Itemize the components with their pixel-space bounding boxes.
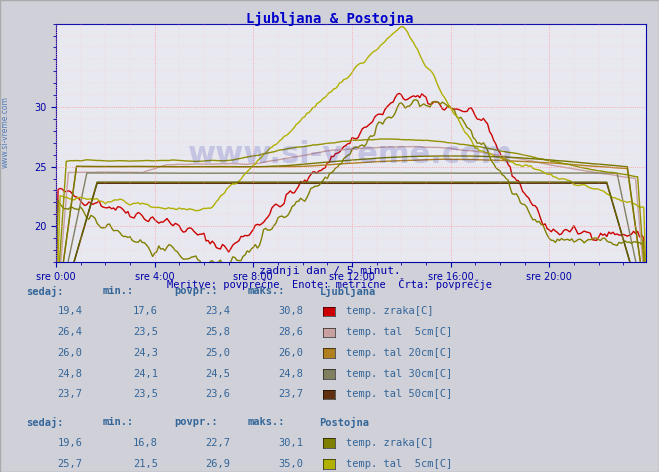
Text: povpr.:: povpr.: <box>175 417 218 427</box>
Text: zadnji dan / 5 minut.: zadnji dan / 5 minut. <box>258 266 401 276</box>
Text: Ljubljana: Ljubljana <box>320 286 376 296</box>
Text: 24,3: 24,3 <box>133 348 158 358</box>
Text: 23,7: 23,7 <box>278 389 303 399</box>
Text: 26,0: 26,0 <box>57 348 82 358</box>
Text: 24,1: 24,1 <box>133 369 158 379</box>
Text: 25,7: 25,7 <box>57 459 82 469</box>
Text: povpr.:: povpr.: <box>175 286 218 295</box>
Text: 23,6: 23,6 <box>206 389 231 399</box>
Text: 23,4: 23,4 <box>206 306 231 316</box>
Text: maks.:: maks.: <box>247 286 285 295</box>
Text: temp. tal 30cm[C]: temp. tal 30cm[C] <box>346 369 452 379</box>
Text: Postojna: Postojna <box>320 417 370 428</box>
Text: 21,5: 21,5 <box>133 459 158 469</box>
Text: min.:: min.: <box>102 417 133 427</box>
Text: www.si-vreme.com: www.si-vreme.com <box>188 140 513 169</box>
Text: 30,8: 30,8 <box>278 306 303 316</box>
Text: 24,5: 24,5 <box>206 369 231 379</box>
Text: 24,8: 24,8 <box>57 369 82 379</box>
Text: 25,8: 25,8 <box>206 327 231 337</box>
Text: 30,1: 30,1 <box>278 438 303 448</box>
Text: 28,6: 28,6 <box>278 327 303 337</box>
Text: 22,7: 22,7 <box>206 438 231 448</box>
Text: Ljubljana & Postojna: Ljubljana & Postojna <box>246 12 413 26</box>
Text: temp. tal 50cm[C]: temp. tal 50cm[C] <box>346 389 452 399</box>
Text: temp. tal  5cm[C]: temp. tal 5cm[C] <box>346 327 452 337</box>
Text: 19,6: 19,6 <box>57 438 82 448</box>
Text: 26,9: 26,9 <box>206 459 231 469</box>
Text: 23,7: 23,7 <box>57 389 82 399</box>
Text: temp. tal  5cm[C]: temp. tal 5cm[C] <box>346 459 452 469</box>
Text: www.si-vreme.com: www.si-vreme.com <box>1 96 10 168</box>
Text: 16,8: 16,8 <box>133 438 158 448</box>
Text: temp. tal 20cm[C]: temp. tal 20cm[C] <box>346 348 452 358</box>
Text: 23,5: 23,5 <box>133 327 158 337</box>
Text: 19,4: 19,4 <box>57 306 82 316</box>
Text: sedaj:: sedaj: <box>26 417 64 428</box>
Text: 26,0: 26,0 <box>278 348 303 358</box>
Text: min.:: min.: <box>102 286 133 295</box>
Text: Meritve: povprečne  Enote: metrične  Črta: povprečje: Meritve: povprečne Enote: metrične Črta:… <box>167 278 492 289</box>
Text: 23,5: 23,5 <box>133 389 158 399</box>
Text: maks.:: maks.: <box>247 417 285 427</box>
Text: 35,0: 35,0 <box>278 459 303 469</box>
Text: sedaj:: sedaj: <box>26 286 64 296</box>
Text: 24,8: 24,8 <box>278 369 303 379</box>
Text: 25,0: 25,0 <box>206 348 231 358</box>
Text: temp. zraka[C]: temp. zraka[C] <box>346 438 434 448</box>
Text: temp. zraka[C]: temp. zraka[C] <box>346 306 434 316</box>
Text: 26,4: 26,4 <box>57 327 82 337</box>
Text: 17,6: 17,6 <box>133 306 158 316</box>
